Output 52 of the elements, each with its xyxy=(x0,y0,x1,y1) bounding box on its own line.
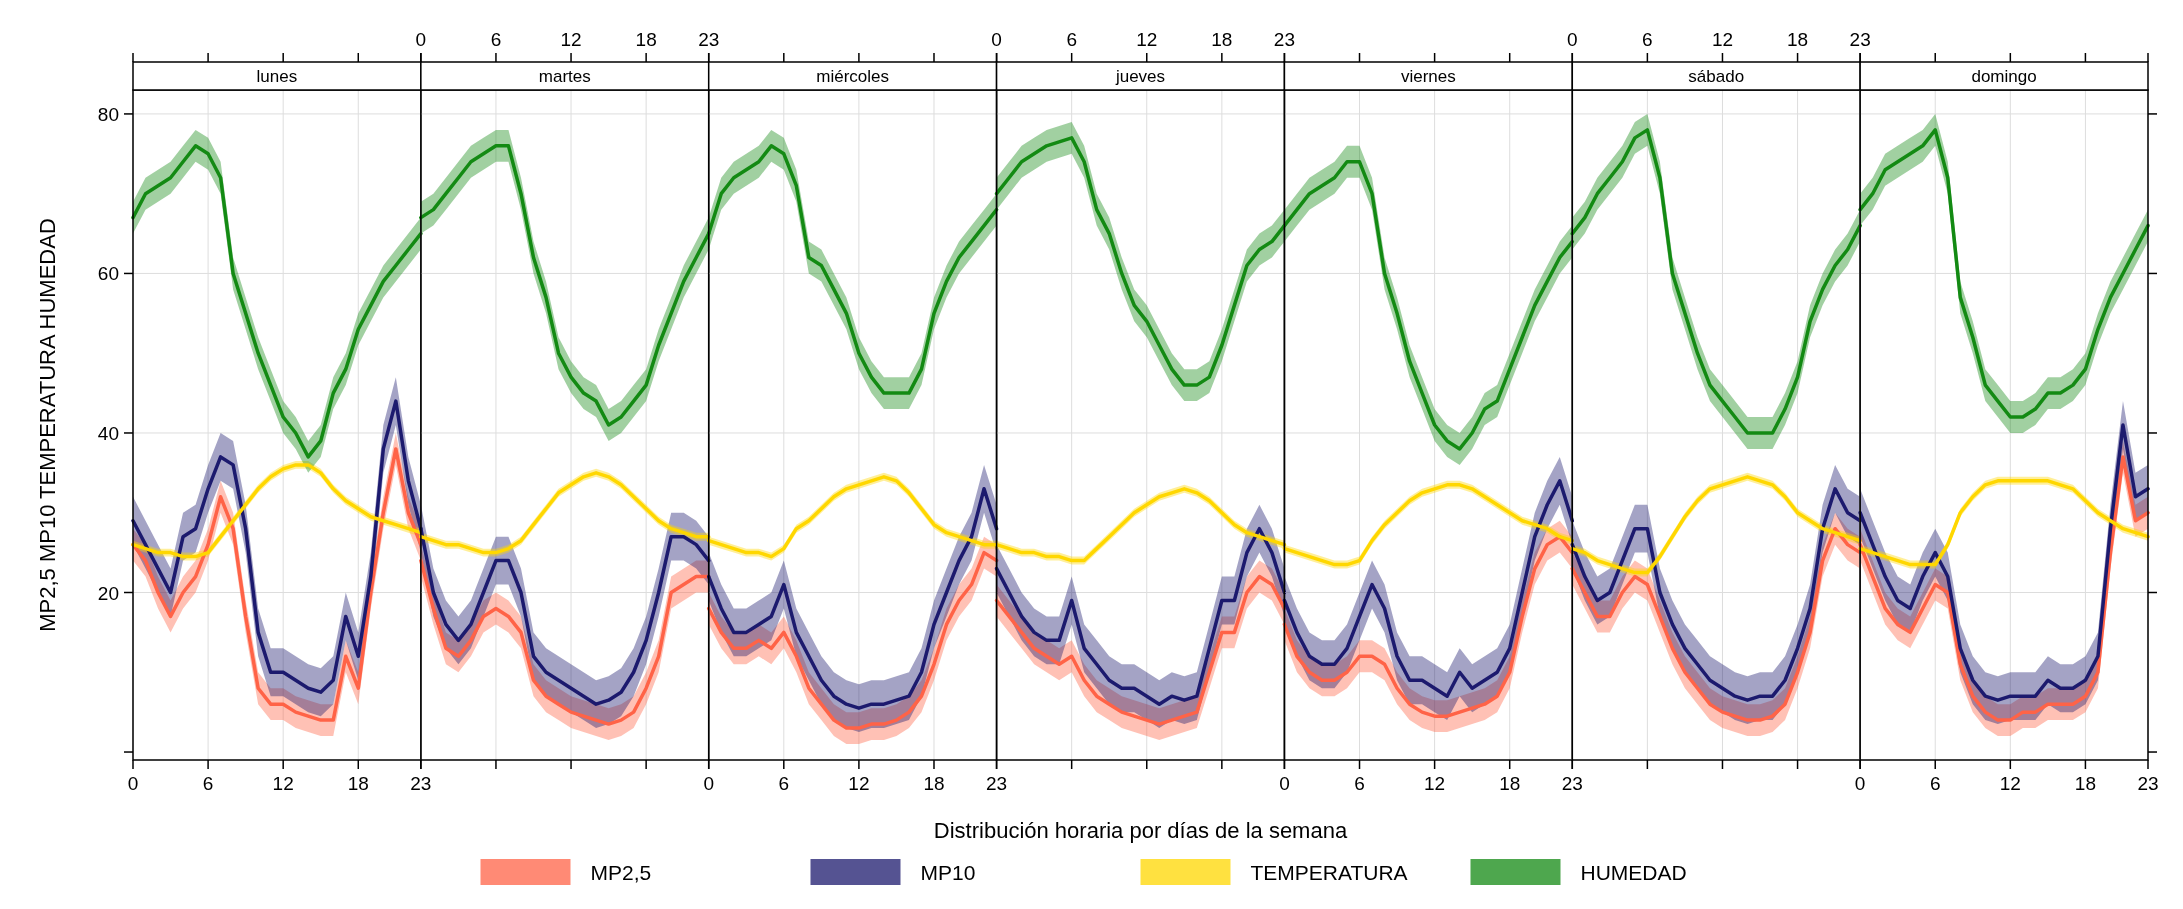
x-tick-label: 18 xyxy=(1499,773,1521,794)
x-tick-label: 18 xyxy=(923,773,945,794)
x-tick-label: 23 xyxy=(1561,773,1583,794)
x2-tick-label: 23 xyxy=(1273,29,1295,50)
x-tick-label: 12 xyxy=(272,773,294,794)
x-tick-label: 6 xyxy=(778,773,790,794)
legend-label: MP10 xyxy=(920,861,976,884)
x2-tick-label: 18 xyxy=(1211,29,1233,50)
x-tick-label: 23 xyxy=(410,773,432,794)
x-tick-label: 6 xyxy=(1929,773,1941,794)
chart-title: miércoles xyxy=(816,67,890,86)
chart-title: jueves xyxy=(1114,67,1166,86)
x-axis-title: Distribución horaria por días de la semana xyxy=(933,818,1348,843)
x2-tick-label: 0 xyxy=(1567,29,1578,50)
x2-tick-label: 23 xyxy=(1849,29,1871,50)
y-tick-label: 60 xyxy=(97,263,119,285)
x2-tick-label: 18 xyxy=(1786,29,1809,50)
x-tick-label: 18 xyxy=(347,773,369,794)
x2-tick-label: 12 xyxy=(1136,29,1158,50)
x-tick-label: 12 xyxy=(848,773,870,794)
y-tick-label: 80 xyxy=(97,103,119,125)
chart-title: domingo xyxy=(1971,67,2037,86)
x-tick-label: 23 xyxy=(986,773,1008,794)
x-tick-label: 0 xyxy=(703,773,714,794)
x-tick-label: 12 xyxy=(1424,773,1446,794)
chart-title: viernes xyxy=(1400,67,1456,86)
x-tick-label: 18 xyxy=(2074,773,2096,794)
chart-title: lunes xyxy=(256,67,298,86)
x-tick-label: 6 xyxy=(1354,773,1365,794)
x2-tick-label: 18 xyxy=(635,29,657,50)
x2-tick-label: 12 xyxy=(560,29,582,50)
x2-tick-label: 0 xyxy=(991,29,1002,50)
x2-tick-label: 6 xyxy=(1642,29,1653,50)
x-tick-label: 12 xyxy=(1999,773,2021,794)
x2-tick-label: 23 xyxy=(698,29,720,50)
x-tick-label: 23 xyxy=(2137,773,2159,794)
chart-title: sábado xyxy=(1688,67,1745,86)
x-tick-label: 6 xyxy=(202,773,214,794)
y-tick-label: 40 xyxy=(97,422,119,444)
x2-tick-label: 12 xyxy=(1711,29,1734,50)
x-tick-label: 0 xyxy=(1279,773,1290,794)
legend-label: MP2,5 xyxy=(590,861,652,884)
legend-label: TEMPERATURA xyxy=(1250,861,1408,884)
x-tick-label: 0 xyxy=(127,773,139,794)
y-tick-label: 20 xyxy=(97,582,119,604)
x-tick-label: 0 xyxy=(1854,773,1866,794)
chart-title: martes xyxy=(538,67,591,86)
legend-label: HUMEDAD xyxy=(1580,861,1687,884)
x2-tick-label: 0 xyxy=(415,29,427,50)
x2-tick-label: 6 xyxy=(490,29,502,50)
x2-tick-label: 6 xyxy=(1066,29,1077,50)
y-axis-title: MP2,5 MP10 TEMPERATURA HUMEDAD xyxy=(35,218,60,632)
